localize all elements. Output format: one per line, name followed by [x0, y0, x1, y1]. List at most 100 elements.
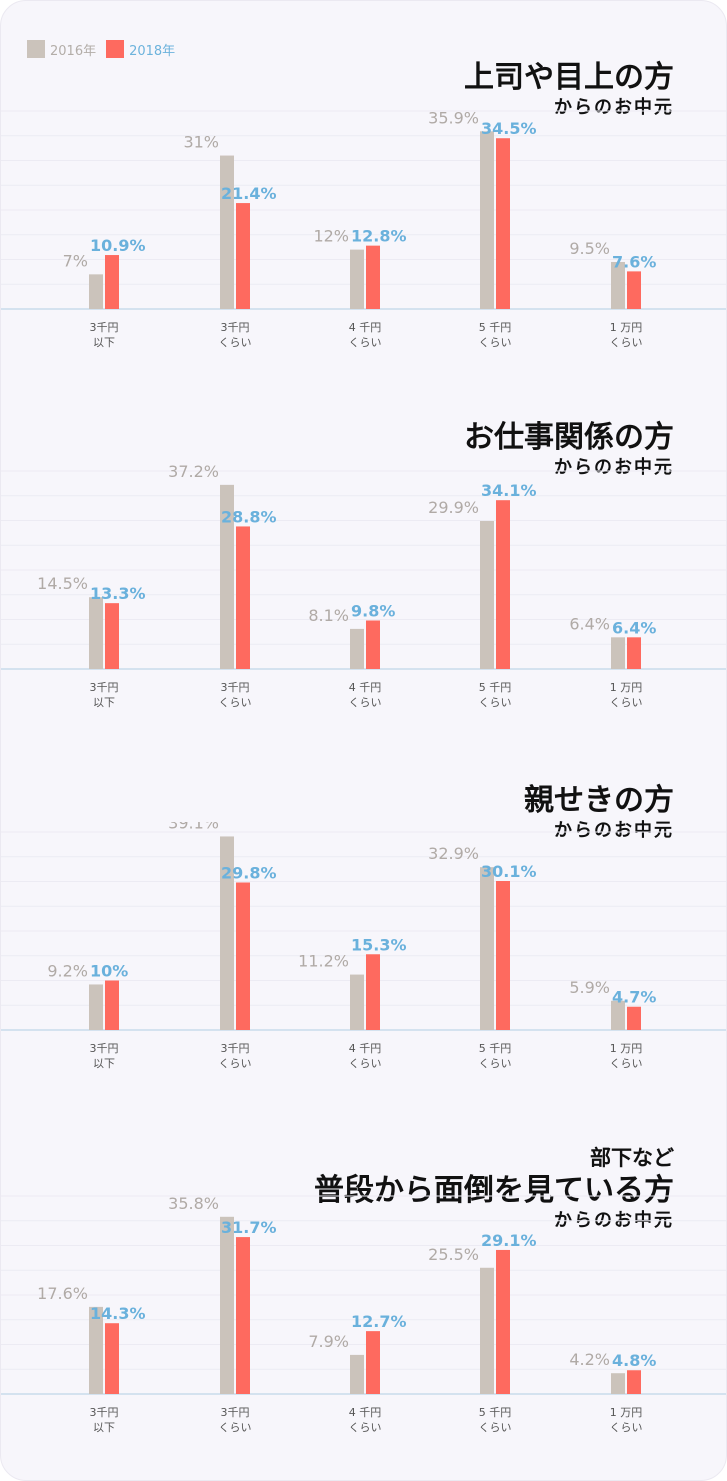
category-label-line2: くらい — [478, 1057, 512, 1070]
category-label: 3千円 くらい — [195, 1405, 275, 1435]
bar-2016 — [611, 1000, 625, 1030]
category-label-line1: 1 万円 — [609, 1406, 643, 1419]
value-label-2018: 14.3% — [90, 1304, 146, 1323]
bar-2016 — [89, 597, 103, 669]
bar-2018 — [627, 637, 641, 669]
value-label-2016: 7.9% — [308, 1332, 349, 1351]
category-label: 3千円 くらい — [195, 1041, 275, 1071]
category-label-line2: くらい — [609, 1057, 643, 1070]
category-label-line1: 4 千円 — [348, 1406, 382, 1419]
value-label-2016: 7% — [63, 251, 88, 270]
category-label-line2: 以下 — [93, 1057, 115, 1070]
legend-label-2018: 2018年 — [129, 43, 176, 59]
category-label-line1: 5 千円 — [478, 1406, 512, 1419]
value-label-2016: 17.6% — [37, 1284, 88, 1303]
value-label-2018: 9.8% — [351, 601, 395, 620]
bar-2018 — [236, 882, 250, 1030]
category-label-line2: くらい — [478, 696, 512, 709]
value-label-2016: 9.2% — [47, 961, 88, 980]
bar-2016 — [350, 1354, 364, 1394]
bar-2018 — [105, 603, 119, 669]
category-label-line1: 3千円 — [220, 321, 250, 334]
chart-2-title: お仕事関係の方 からのお中元 — [464, 423, 674, 477]
category-label-line1: 5 千円 — [478, 1042, 512, 1055]
bar-2018 — [366, 1331, 380, 1394]
chart-3-title-sub: からのお中元 — [554, 820, 674, 841]
category-label: 3千円 くらい — [195, 680, 275, 710]
category-label-line2: くらい — [478, 336, 512, 349]
value-label-2018: 13.3% — [90, 584, 146, 603]
value-label-2018: 34.1% — [481, 481, 537, 500]
value-label-2016: 12% — [313, 227, 349, 246]
category-label: 1 万円くらい — [586, 1405, 666, 1435]
bar-2018 — [627, 271, 641, 309]
category-label: 1 万円くらい — [586, 320, 666, 350]
category-label: 4 千円 くらい — [325, 320, 405, 350]
category-label-line1: 3千円 — [220, 681, 250, 694]
bar-2018 — [627, 1006, 641, 1030]
value-label-2016: 39.1% — [168, 822, 219, 832]
category-label-line2: くらい — [348, 1421, 382, 1434]
value-label-2018: 6.4% — [612, 618, 656, 637]
bar-2016 — [220, 836, 234, 1030]
bar-2018 — [496, 881, 510, 1030]
chart-4-title-main: 普段から面倒を見ている方 — [314, 1173, 674, 1208]
bar-2016 — [220, 484, 234, 669]
value-label-2016: 35.9% — [428, 108, 479, 127]
value-label-2018: 12.8% — [351, 227, 407, 246]
value-label-2016: 14.5% — [37, 574, 88, 593]
bar-2016 — [89, 1306, 103, 1394]
value-label-2018: 7.6% — [612, 252, 656, 271]
bar-2016 — [89, 274, 103, 309]
bar-2016 — [611, 261, 625, 309]
category-label-line2: 以下 — [93, 336, 115, 349]
bar-2016 — [350, 628, 364, 669]
bar-2016 — [611, 637, 625, 669]
category-label-line2: くらい — [218, 336, 252, 349]
bar-2018 — [366, 620, 380, 669]
value-label-2016: 37.2% — [168, 462, 219, 481]
category-label-line2: くらい — [348, 696, 382, 709]
category-label-line2: くらい — [609, 336, 643, 349]
category-label-line1: 5 千円 — [478, 681, 512, 694]
category-label-line1: 1 万円 — [609, 1042, 643, 1055]
value-label-2018: 28.8% — [221, 507, 277, 526]
category-label: 4 千円 くらい — [325, 1041, 405, 1071]
value-label-2016: 6.4% — [569, 614, 610, 633]
value-label-2018: 29.1% — [481, 1231, 537, 1250]
category-label: 5 千円 くらい — [455, 320, 535, 350]
chart-4-plot: 17.6%14.3% 35.8%31.7% 7.9%12.7% 25.5%29.1% 4… — [1, 1194, 726, 1395]
chart-4-title: 部下など 普段から面倒を見ている方 からのお中元 — [314, 1147, 674, 1230]
chart-3-plot: 9.2% 10% 39.1% 29.8% 11.2%15.3% 32.9%30.1% 5.9… — [1, 822, 726, 1031]
value-label-2018: 29.8% — [221, 863, 277, 882]
category-label: 1 万円 くらい — [586, 680, 666, 710]
bar-2018 — [496, 138, 510, 309]
chart-1-title-sub: からのお中元 — [554, 97, 674, 118]
category-label-line2: くらい — [609, 1421, 643, 1434]
bar-2016 — [350, 249, 364, 309]
category-label: 5 千円くらい — [455, 1041, 535, 1071]
category-label-line2: くらい — [218, 1057, 252, 1070]
legend-swatch-2018 — [106, 40, 125, 58]
category-label-line1: 4 千円 — [348, 1042, 382, 1055]
bar-2018 — [496, 500, 510, 669]
chart-4-title-pre: 部下など — [590, 1145, 674, 1170]
chart-3-title-main: 親せきの方 — [524, 783, 674, 818]
value-label-2016: 11.2% — [298, 952, 349, 971]
value-label-2018: 15.3% — [351, 935, 407, 954]
category-label-line1: 1 万円 — [609, 321, 643, 334]
value-label-2018: 21.4% — [221, 184, 277, 203]
chart-1-title: 上司や目上の方 からのお中元 — [464, 63, 674, 117]
category-label: 4 千円 くらい — [325, 680, 405, 710]
value-label-2016: 5.9% — [569, 978, 610, 997]
bar-2018 — [627, 1370, 641, 1394]
bar-2018 — [366, 245, 380, 309]
bar-2018 — [236, 526, 250, 669]
category-label-line2: くらい — [218, 1421, 252, 1434]
bar-2016 — [89, 984, 103, 1030]
legend-swatch-2016 — [27, 40, 45, 58]
legend: 2016年 2018年 — [27, 39, 185, 59]
chart-1-plot: 7%10.9% 31% 21.4% 12% 12.8% 35.9%34.5% 9.5%7.6… — [1, 108, 726, 310]
chart-2-title-sub: からのお中元 — [554, 457, 674, 478]
